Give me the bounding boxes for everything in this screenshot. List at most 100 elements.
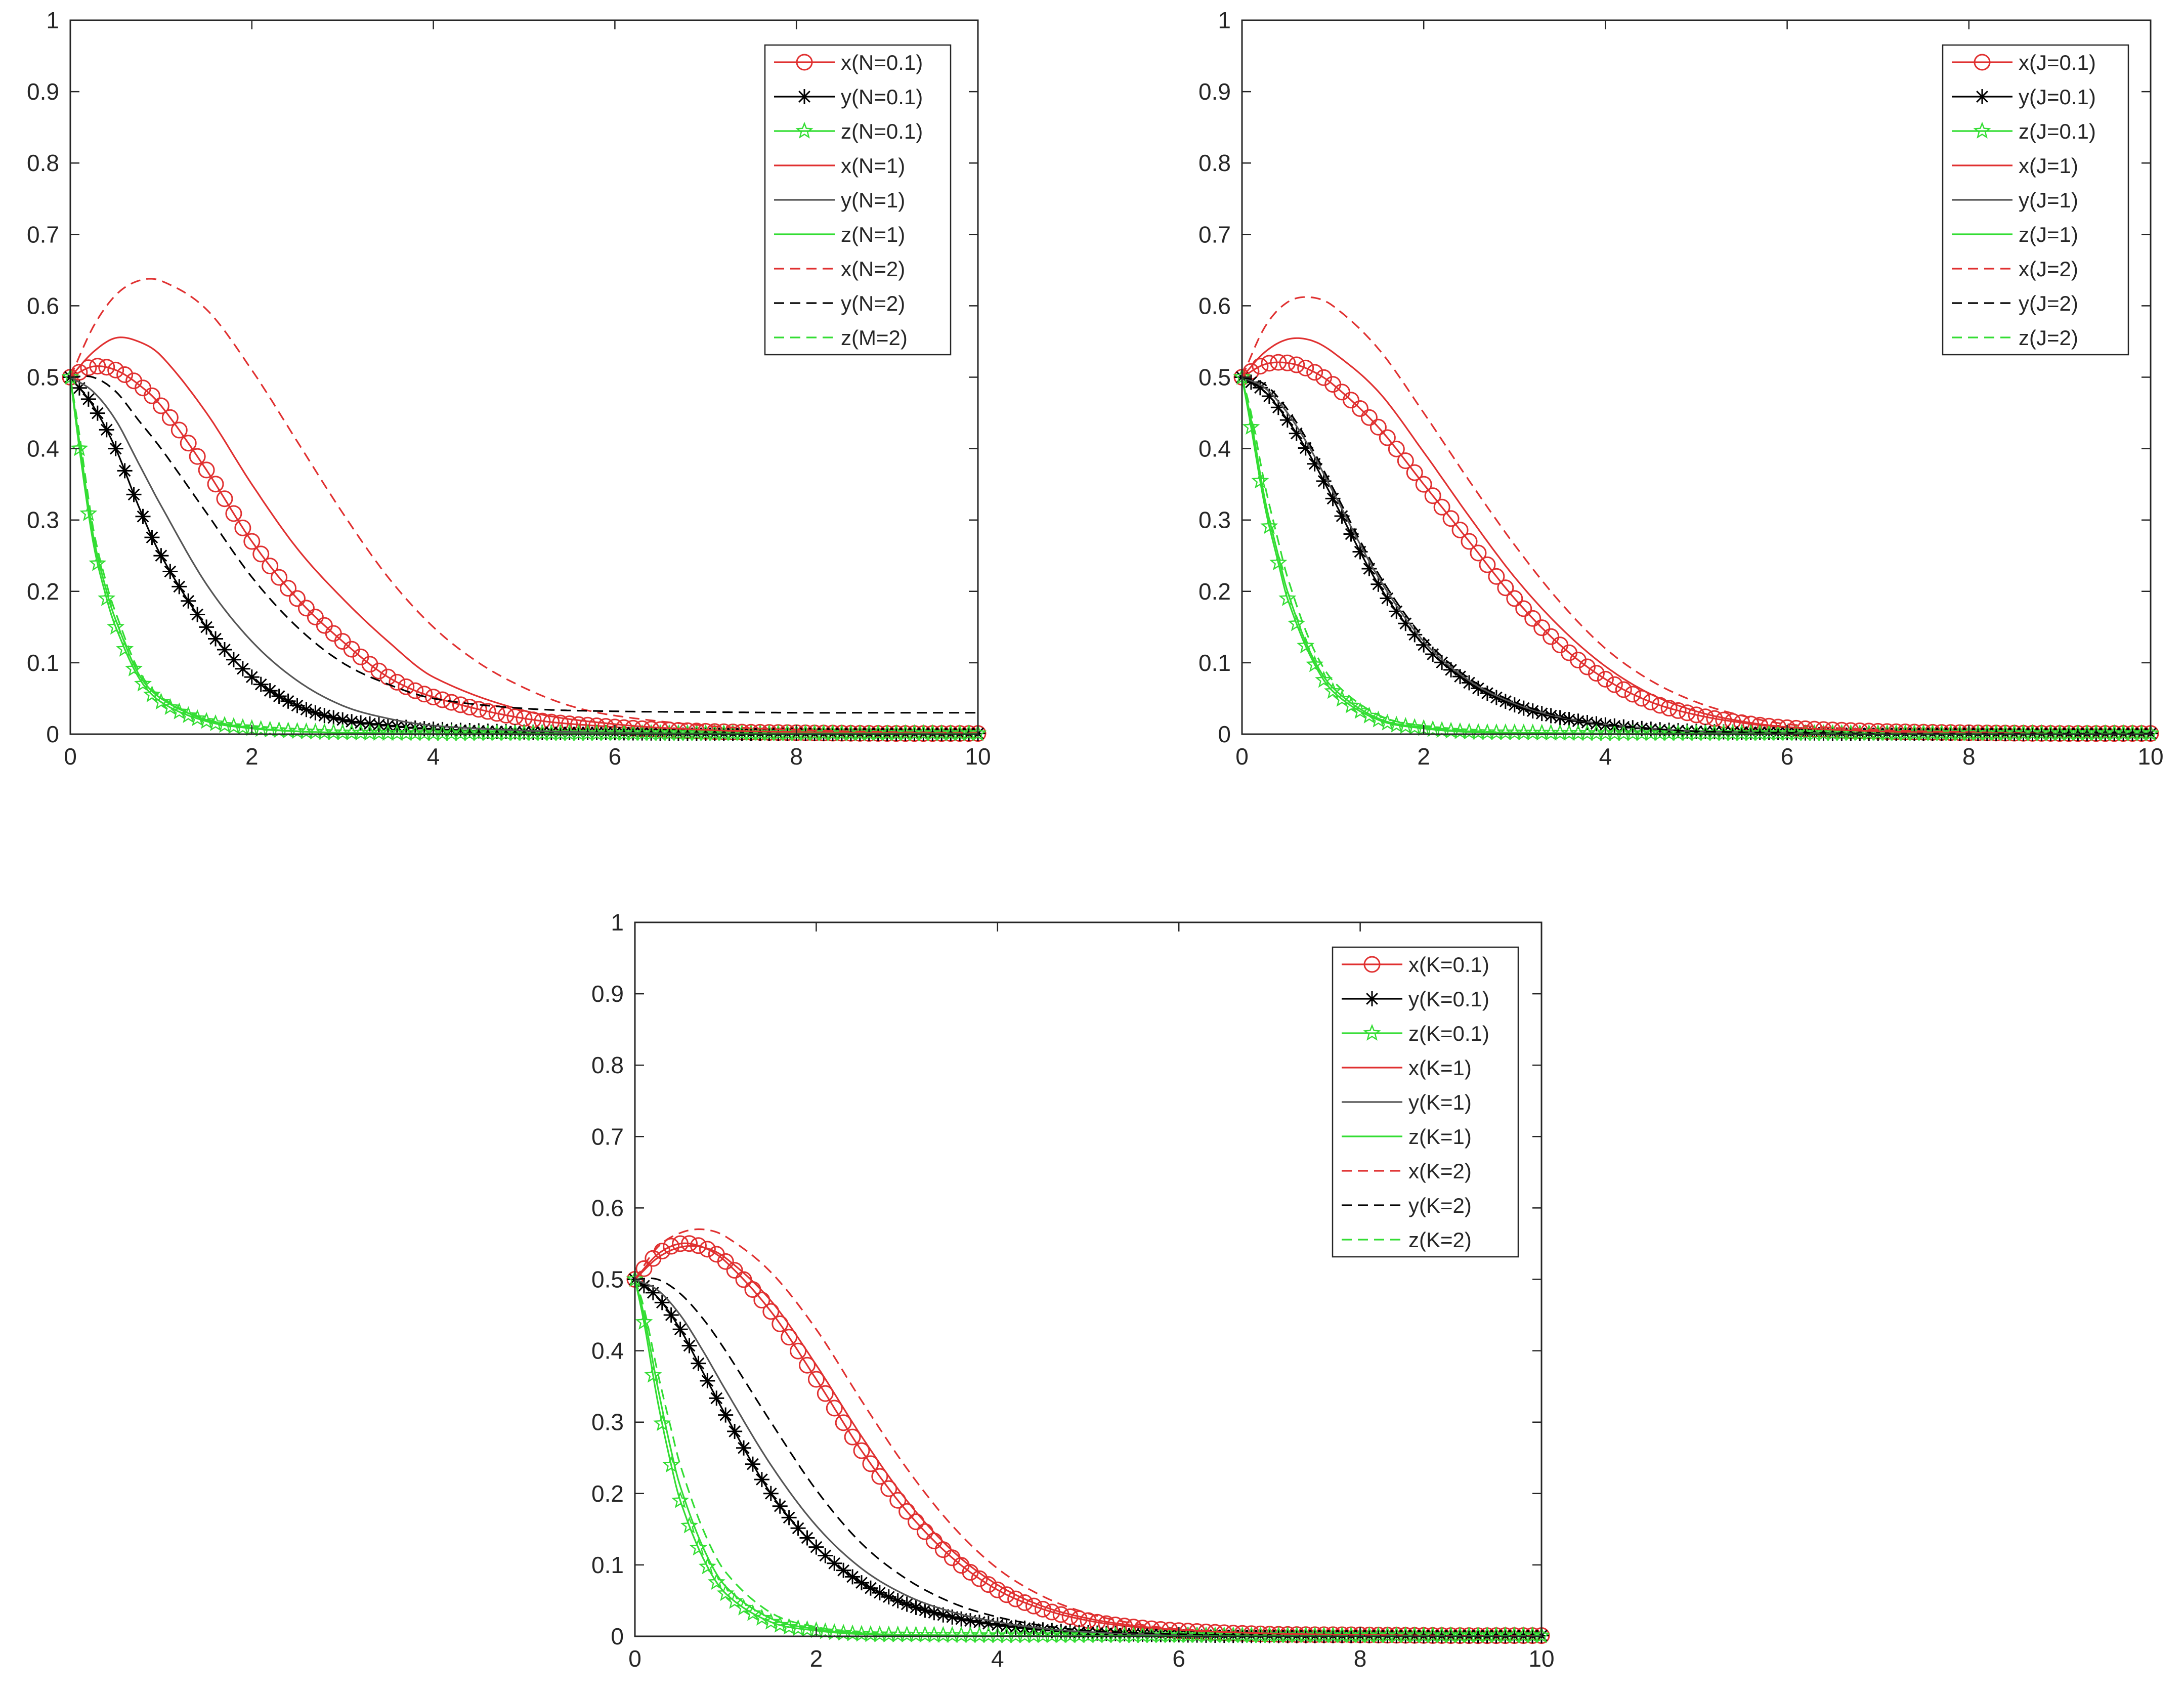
data-point-marker bbox=[845, 1569, 861, 1585]
x-tick-label: 8 bbox=[1962, 743, 1976, 770]
data-point-marker bbox=[435, 722, 450, 737]
legend-label: z(J=0.1) bbox=[2019, 119, 2096, 143]
data-point-marker bbox=[116, 640, 134, 657]
data-point-marker bbox=[489, 724, 505, 739]
data-point-marker bbox=[479, 703, 496, 720]
data-point-marker bbox=[1624, 686, 1641, 703]
data-point-marker bbox=[353, 715, 369, 731]
data-point-marker bbox=[827, 1555, 842, 1571]
data-point-marker bbox=[954, 1611, 969, 1627]
data-point-marker bbox=[89, 554, 107, 571]
data-point-marker bbox=[908, 1599, 924, 1615]
y-tick-label: 0.4 bbox=[27, 436, 59, 462]
data-point-marker bbox=[898, 1503, 916, 1520]
x-tick-label: 10 bbox=[1528, 1645, 1554, 1672]
data-point-marker bbox=[172, 579, 187, 595]
data-point-marker bbox=[1325, 491, 1341, 506]
data-point-marker bbox=[681, 1235, 698, 1252]
legend-label: x(N=0.1) bbox=[841, 51, 923, 74]
data-point-marker bbox=[181, 593, 196, 609]
data-point-marker bbox=[762, 1613, 780, 1630]
legend-label: y(K=1) bbox=[1408, 1090, 1472, 1114]
data-point-marker bbox=[707, 1573, 725, 1590]
data-point-marker bbox=[217, 642, 232, 657]
data-point-marker bbox=[1470, 681, 1486, 696]
x-tick-label: 2 bbox=[810, 1645, 823, 1672]
data-point-marker bbox=[1416, 637, 1432, 653]
data-point-marker bbox=[727, 1424, 743, 1439]
data-point-marker bbox=[161, 409, 179, 426]
data-point-marker bbox=[1524, 610, 1541, 627]
data-point-marker bbox=[1243, 374, 1259, 390]
data-point-marker bbox=[1462, 675, 1477, 691]
data-point-marker bbox=[271, 569, 288, 586]
data-point-marker bbox=[80, 391, 96, 407]
y-tick-label: 0.4 bbox=[1198, 436, 1231, 462]
data-point-marker bbox=[143, 387, 160, 404]
data-point-marker bbox=[1424, 487, 1441, 504]
y-tick-label: 0.6 bbox=[591, 1195, 624, 1221]
series-line-7 bbox=[69, 278, 978, 734]
x-tick-label: 0 bbox=[64, 743, 77, 770]
data-point-marker bbox=[89, 358, 106, 375]
data-point-marker bbox=[854, 1575, 869, 1591]
data-point-marker bbox=[1306, 364, 1323, 381]
legend-marker bbox=[1973, 121, 1991, 139]
data-point-marker bbox=[135, 508, 151, 524]
y-tick-label: 0.8 bbox=[591, 1052, 624, 1078]
data-point-marker bbox=[543, 725, 559, 740]
data-point-marker bbox=[835, 1414, 852, 1431]
legend-label: z(K=2) bbox=[1408, 1228, 1472, 1252]
data-point-marker bbox=[1488, 568, 1505, 585]
data-point-marker bbox=[280, 693, 296, 709]
data-point-marker bbox=[307, 608, 324, 625]
legend-label: x(J=0.1) bbox=[2019, 51, 2096, 74]
data-point-marker bbox=[1588, 665, 1605, 682]
data-point-marker bbox=[507, 724, 523, 740]
data-point-marker bbox=[799, 1530, 815, 1546]
data-point-marker bbox=[1379, 429, 1396, 446]
data-point-marker bbox=[963, 1613, 978, 1629]
x-tick-label: 4 bbox=[1599, 743, 1612, 770]
y-tick-label: 0.2 bbox=[27, 578, 59, 605]
data-point-marker bbox=[1405, 718, 1424, 735]
data-point-marker bbox=[754, 1472, 769, 1488]
y-tick-label: 0 bbox=[46, 721, 59, 747]
data-point-marker bbox=[1360, 706, 1378, 724]
x-tick-label: 2 bbox=[245, 743, 259, 770]
legend-marker bbox=[1975, 89, 1990, 104]
data-point-marker bbox=[736, 1440, 752, 1456]
data-point-marker bbox=[763, 1486, 779, 1501]
data-point-marker bbox=[1035, 1622, 1051, 1638]
data-point-marker bbox=[134, 674, 152, 692]
data-point-marker bbox=[645, 1285, 661, 1300]
y-tick-label: 0 bbox=[611, 1623, 624, 1649]
data-point-marker bbox=[407, 720, 423, 736]
legend-label: y(N=2) bbox=[841, 291, 905, 315]
data-point-marker bbox=[207, 476, 224, 493]
legend-marker bbox=[1364, 991, 1380, 1006]
legend-label: y(J=2) bbox=[2019, 291, 2078, 315]
data-point-marker bbox=[162, 564, 178, 579]
data-point-marker bbox=[871, 1468, 888, 1485]
data-point-marker bbox=[1062, 1624, 1078, 1640]
data-point-marker bbox=[663, 1307, 679, 1323]
data-point-marker bbox=[170, 702, 188, 719]
legend-label: z(M=2) bbox=[841, 326, 908, 350]
data-point-marker bbox=[453, 723, 468, 738]
legend-label: y(J=0.1) bbox=[2019, 85, 2096, 109]
data-point-marker bbox=[1479, 556, 1496, 573]
data-point-marker bbox=[753, 1608, 771, 1626]
chart-panel-3: 0 2 4 6 8 10 0 0.1 0.2 0.3 0.4 0.5 0.6 0.7 0.8 0.9 1 x(K=… bbox=[591, 909, 1555, 1672]
data-point-marker bbox=[969, 724, 987, 741]
data-point-marker bbox=[980, 1616, 996, 1631]
legend-marker bbox=[795, 121, 813, 139]
data-point-marker bbox=[836, 1562, 851, 1578]
data-point-marker bbox=[70, 439, 89, 456]
data-point-marker bbox=[2142, 724, 2160, 741]
legend: x(J=0.1) y(J=0.1) z(J=0.1) x(J=1) y(J=1) z(J=… bbox=[1942, 44, 2129, 356]
data-point-marker bbox=[1343, 526, 1359, 542]
legend-label: y(K=0.1) bbox=[1408, 987, 1489, 1011]
data-point-marker bbox=[1361, 561, 1377, 576]
